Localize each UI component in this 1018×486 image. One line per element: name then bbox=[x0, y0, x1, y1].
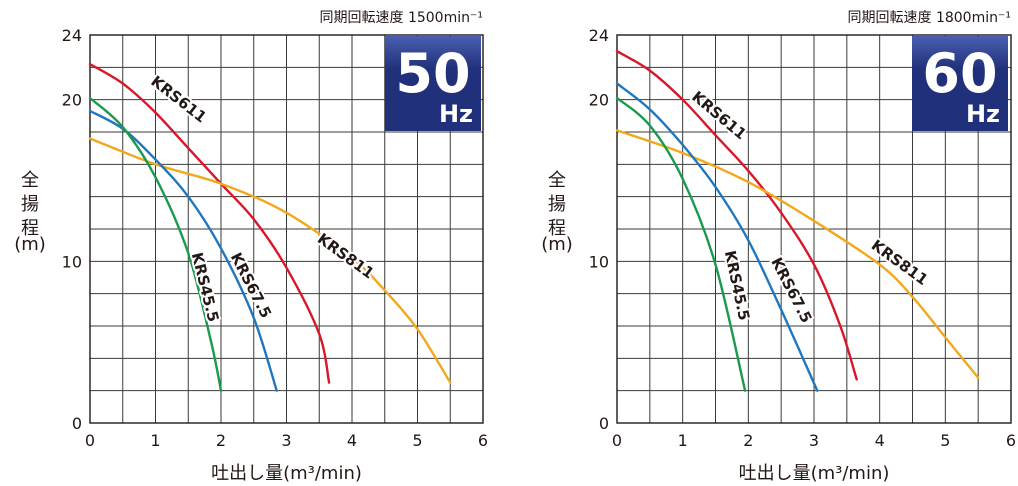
x-tick-label: 6 bbox=[478, 431, 488, 450]
chart-50hz: 同期回転速度 1500min⁻¹ 50 Hz 0 10 20 24 0 1 2 3 4 5 6 全揚程 (m)… bbox=[14, 10, 488, 484]
y-axis-title-unit: (m) bbox=[541, 234, 573, 255]
speed-label: 同期回転速度 1800min⁻¹ bbox=[848, 10, 1011, 26]
y-axis-title-char: 程 bbox=[548, 218, 566, 239]
y-tick-label: 24 bbox=[589, 26, 609, 45]
x-axis-title: 吐出し量(m³/min) bbox=[739, 463, 890, 484]
curve-krs611 bbox=[615, 50, 858, 381]
curve-krs67-5 bbox=[88, 109, 278, 392]
badge-frequency-number: 60 bbox=[922, 42, 997, 105]
y-axis-title-char: 揚 bbox=[21, 194, 39, 215]
x-tick-label: 4 bbox=[347, 431, 357, 450]
plot-frame bbox=[89, 34, 484, 424]
x-tick-label: 5 bbox=[412, 431, 422, 450]
y-tick-label: 20 bbox=[62, 91, 82, 110]
y-axis-title-char: 全 bbox=[21, 170, 39, 191]
y-axis-title-char: 揚 bbox=[548, 194, 566, 215]
x-tick-label: 1 bbox=[678, 431, 688, 450]
curve-krs67-5 bbox=[615, 82, 819, 392]
x-tick-label: 0 bbox=[612, 431, 622, 450]
chart-60hz: 同期回転速度 1800min⁻¹ 60 Hz 0 10 20 24 0 1 2 3 4 5 6 全揚程 (m)… bbox=[509, 0, 1018, 486]
curve-label-krs67-5: KRS67.5 bbox=[767, 254, 815, 325]
curve-krs45-5 bbox=[615, 96, 747, 392]
y-axis-title-char: 全 bbox=[548, 170, 566, 191]
y-tick-label: 20 bbox=[589, 91, 609, 110]
x-tick-label: 2 bbox=[216, 431, 226, 450]
x-tick-label: 2 bbox=[743, 431, 753, 450]
x-tick-label: 1 bbox=[150, 431, 160, 450]
badge-frequency-unit: Hz bbox=[966, 100, 1000, 128]
y-tick-label: 24 bbox=[62, 26, 82, 45]
frequency-badge bbox=[385, 36, 481, 131]
y-tick-label: 10 bbox=[62, 252, 82, 271]
curve-label-krs811: KRS811 bbox=[314, 230, 377, 283]
y-tick-label: 0 bbox=[72, 414, 82, 433]
x-tick-label: 5 bbox=[940, 431, 950, 450]
y-tick-label: 0 bbox=[599, 414, 609, 433]
y-axis-title-unit: (m) bbox=[14, 234, 46, 255]
x-tick-label: 3 bbox=[281, 431, 291, 450]
plot-frame bbox=[616, 34, 1012, 424]
curve-krs811 bbox=[615, 129, 980, 379]
x-axis-title: 吐出し量(m³/min) bbox=[211, 463, 362, 484]
x-tick-label: 3 bbox=[809, 431, 819, 450]
curve-krs45-5 bbox=[88, 96, 223, 392]
y-axis-title-char: 程 bbox=[21, 218, 39, 239]
badge-frequency-number: 50 bbox=[395, 42, 470, 105]
y-tick-label: 10 bbox=[589, 252, 609, 271]
frequency-badge bbox=[912, 36, 1008, 131]
badge-frequency-unit: Hz bbox=[439, 100, 473, 128]
x-tick-label: 0 bbox=[85, 431, 95, 450]
curve-krs811 bbox=[88, 137, 452, 384]
speed-label: 同期回転速度 1500min⁻¹ bbox=[320, 10, 483, 26]
x-tick-label: 4 bbox=[875, 431, 885, 450]
x-tick-label: 6 bbox=[1006, 431, 1016, 450]
